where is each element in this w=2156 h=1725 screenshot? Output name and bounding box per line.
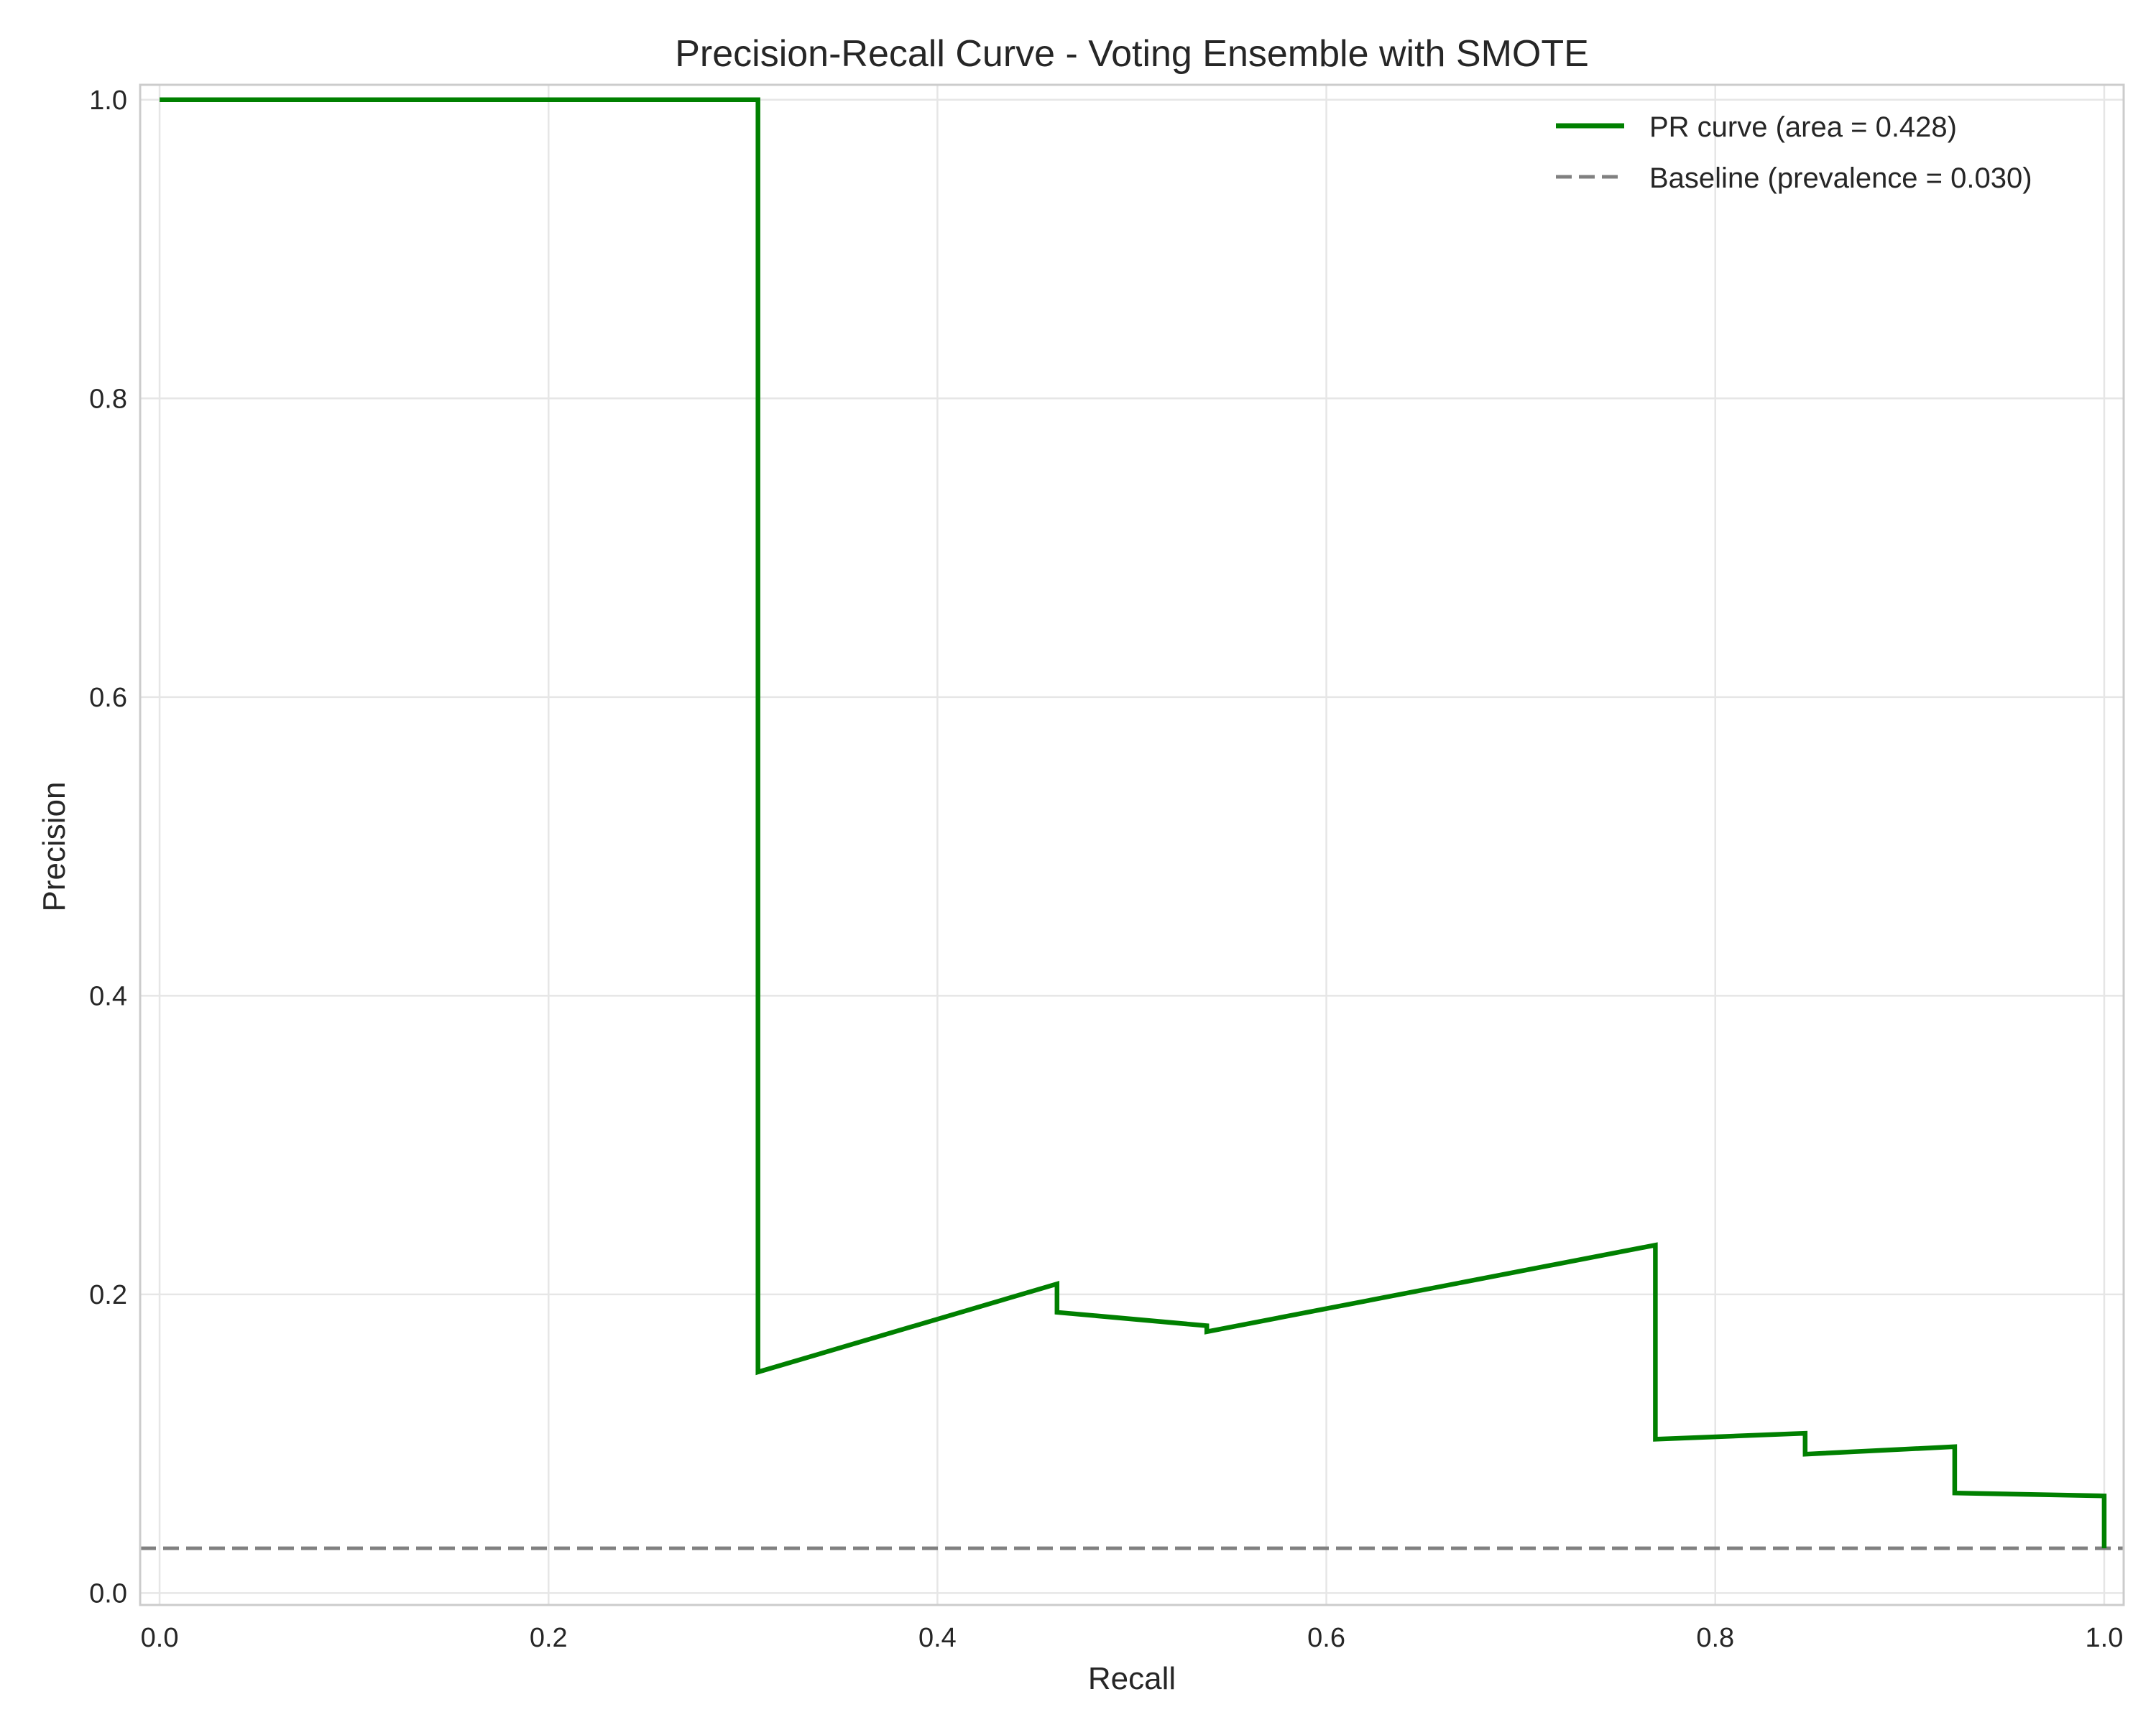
- x-tick-label: 0.0: [141, 1623, 179, 1653]
- tick-labels: 0.0 0.2 0.4 0.6 0.8 1.0 0.0 0.2 0.4 0.6 0.8 1.0: [89, 86, 2123, 1653]
- legend-baseline-label: Baseline (prevalence = 0.030): [1649, 162, 2032, 194]
- x-tick-label: 0.4: [918, 1623, 957, 1653]
- legend: PR curve (area = 0.428) Baseline (preval…: [1556, 111, 2032, 194]
- y-tick-label: 0.2: [89, 1280, 127, 1310]
- y-tick-label: 1.0: [89, 86, 127, 116]
- x-axis-label: Recall: [1088, 1661, 1176, 1696]
- x-tick-label: 0.6: [1307, 1623, 1345, 1653]
- y-tick-label: 0.6: [89, 683, 127, 713]
- y-tick-label: 0.8: [89, 384, 127, 414]
- x-tick-label: 0.2: [530, 1623, 568, 1653]
- series-layer: [140, 97, 2124, 1550]
- legend-pr-label: PR curve (area = 0.428): [1649, 111, 1957, 143]
- plot-frame: [139, 83, 2125, 1606]
- y-axis-label: Precision: [37, 782, 72, 912]
- chart-title: Precision-Recall Curve - Voting Ensemble…: [675, 33, 1589, 75]
- x-tick-label: 1.0: [2086, 1623, 2124, 1653]
- pr-curve-line: [160, 97, 2107, 1549]
- x-tick-label: 0.8: [1696, 1623, 1734, 1653]
- y-tick-label: 0.4: [89, 981, 127, 1011]
- y-tick-label: 0.0: [89, 1578, 127, 1609]
